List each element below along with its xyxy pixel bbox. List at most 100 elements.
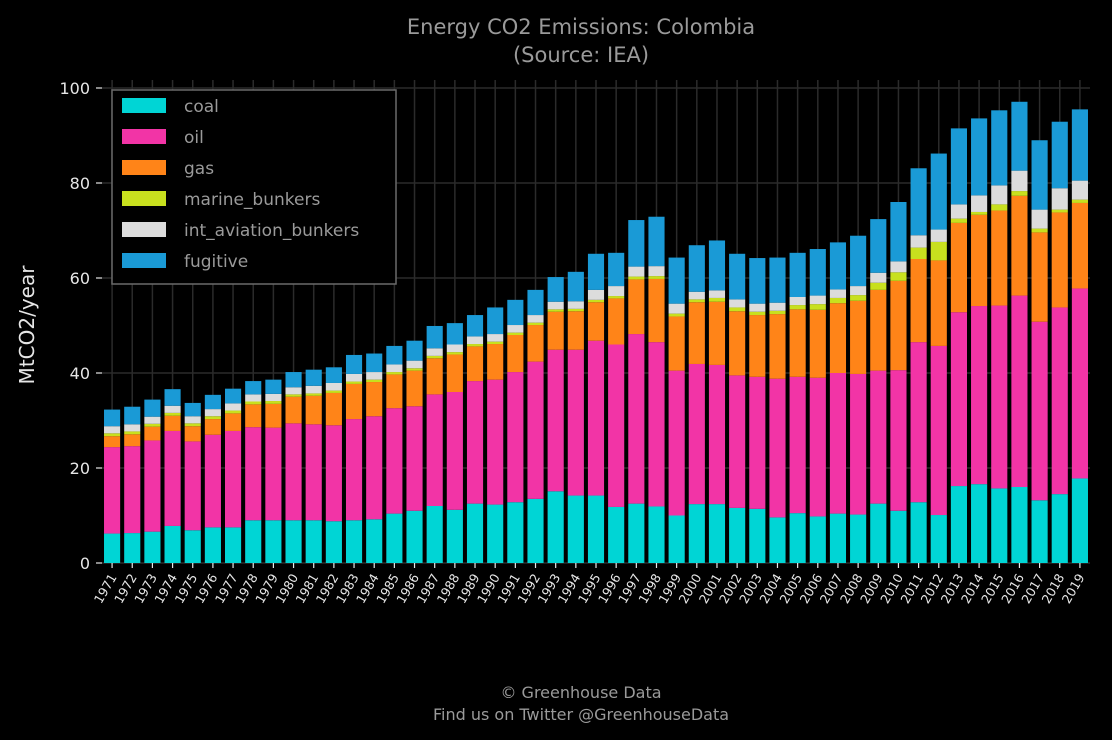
bar-segment-gas-2016: [1011, 195, 1028, 296]
bar-segment-marine_bunkers-1980: [285, 394, 302, 397]
bar-segment-gas-2009: [870, 289, 887, 371]
bar-segment-oil-2012: [930, 345, 947, 516]
bar-segment-marine_bunkers-2006: [809, 304, 826, 310]
legend-label-coal: coal: [184, 97, 219, 117]
bar-segment-oil-1974: [164, 430, 181, 526]
bar-segment-int_aviation_bunkers-1997: [628, 266, 645, 277]
bar-segment-marine_bunkers-1985: [386, 372, 403, 375]
legend-swatch-int_aviation_bunkers: [122, 222, 166, 237]
bar-segment-oil-1977: [224, 430, 242, 528]
bar-segment-coal-2010: [890, 510, 907, 563]
bar-segment-coal-1990: [487, 504, 504, 563]
bar-segment-int_aviation_bunkers-1972: [124, 424, 141, 432]
bar-segment-coal-1980: [285, 520, 302, 563]
bar-segment-gas-1975: [184, 426, 201, 442]
bar-segment-oil-2010: [890, 370, 907, 511]
bar-segment-fugitive-1983: [345, 354, 363, 374]
legend-swatch-fugitive: [122, 253, 166, 268]
bar-segment-marine_bunkers-1987: [426, 355, 443, 359]
bar-segment-gas-2010: [890, 280, 907, 371]
bar-segment-gas-1973: [144, 426, 161, 441]
bar-segment-coal-1987: [426, 506, 443, 563]
y-tick-label: 80: [70, 174, 90, 193]
bar-segment-gas-1976: [204, 419, 221, 435]
bar-segment-coal-1997: [628, 503, 645, 563]
bar-segment-gas-2013: [950, 222, 968, 313]
bar-segment-coal-2016: [1011, 487, 1028, 563]
bar-segment-fugitive-1972: [124, 406, 141, 425]
bar-segment-int_aviation_bunkers-1984: [366, 372, 383, 380]
bar-segment-marine_bunkers-2007: [829, 297, 847, 304]
bar-segment-coal-1976: [204, 527, 221, 563]
bar-segment-marine_bunkers-1995: [587, 299, 605, 303]
bar-segment-coal-1992: [527, 498, 544, 563]
bar-segment-gas-2018: [1051, 212, 1068, 308]
y-tick-label: 100: [59, 79, 90, 98]
bar-segment-int_aviation_bunkers-2017: [1031, 209, 1048, 229]
bar-segment-int_aviation_bunkers-1990: [487, 334, 504, 342]
bar-segment-fugitive-1986: [406, 340, 423, 361]
bar-segment-marine_bunkers-1979: [265, 401, 282, 404]
bar-segment-marine_bunkers-1991: [507, 332, 524, 335]
stacked-bars: [104, 101, 1088, 563]
bar-segment-oil-2015: [991, 305, 1008, 489]
bar-segment-marine_bunkers-1998: [648, 276, 665, 279]
bar-segment-fugitive-1999: [668, 257, 685, 304]
bar-segment-fugitive-1977: [224, 388, 242, 404]
bar-segment-oil-1998: [648, 342, 665, 507]
bar-segment-marine_bunkers-2016: [1011, 191, 1028, 196]
bar-segment-fugitive-1993: [547, 277, 564, 302]
bar-segment-marine_bunkers-2005: [789, 305, 806, 310]
bar-segment-int_aviation_bunkers-2003: [749, 303, 766, 312]
bar-segment-oil-1979: [265, 427, 282, 521]
bar-segment-int_aviation_bunkers-2010: [890, 261, 907, 273]
bar-segment-oil-1972: [124, 446, 141, 534]
bar-segment-marine_bunkers-2015: [991, 204, 1008, 211]
bar-segment-int_aviation_bunkers-1983: [345, 373, 363, 382]
bar-segment-int_aviation_bunkers-1975: [184, 416, 201, 424]
bar-segment-oil-2017: [1031, 321, 1048, 501]
bar-segment-int_aviation_bunkers-1978: [245, 394, 262, 402]
bar-segment-fugitive-1985: [386, 345, 403, 365]
legend-label-fugitive: fugitive: [184, 252, 248, 272]
bar-segment-coal-1978: [245, 520, 262, 563]
bar-segment-gas-2014: [971, 214, 988, 307]
bar-segment-int_aviation_bunkers-2012: [930, 229, 947, 242]
bar-segment-coal-2009: [870, 503, 887, 563]
bar-segment-int_aviation_bunkers-2009: [870, 272, 887, 283]
bar-segment-marine_bunkers-2014: [971, 211, 988, 215]
bar-segment-int_aviation_bunkers-1999: [668, 303, 685, 314]
bar-segment-marine_bunkers-1984: [366, 379, 383, 383]
bar-segment-oil-1980: [285, 423, 302, 521]
bar-segment-gas-1992: [527, 325, 544, 362]
bar-segment-marine_bunkers-1977: [224, 410, 242, 414]
bar-segment-gas-2002: [729, 311, 746, 376]
axes: 0204060801001971197219731974197519761977…: [59, 79, 1087, 606]
chart-title: Energy CO2 Emissions: Colombia: [407, 15, 755, 39]
bar-segment-fugitive-2016: [1011, 101, 1028, 171]
bar-segment-fugitive-1998: [648, 216, 665, 267]
bar-segment-oil-1988: [446, 392, 463, 510]
bar-segment-gas-1978: [245, 404, 262, 428]
bar-segment-marine_bunkers-1974: [164, 412, 181, 416]
bar-segment-coal-1991: [507, 502, 524, 563]
bar-segment-int_aviation_bunkers-1982: [325, 382, 342, 391]
bar-segment-gas-2008: [850, 300, 867, 374]
bar-segment-fugitive-1981: [305, 369, 322, 386]
bar-segment-gas-1974: [164, 415, 181, 431]
bar-segment-gas-1994: [567, 311, 584, 350]
bar-segment-marine_bunkers-1992: [527, 322, 544, 326]
bar-segment-coal-2004: [769, 517, 786, 563]
bar-segment-int_aviation_bunkers-2013: [950, 204, 968, 219]
bar-segment-oil-2008: [850, 373, 867, 515]
bar-segment-marine_bunkers-1983: [345, 381, 363, 384]
bar-segment-oil-2007: [829, 373, 847, 514]
bar-segment-oil-1995: [587, 340, 605, 496]
bar-segment-fugitive-2008: [850, 235, 867, 287]
bar-segment-oil-1984: [366, 416, 383, 520]
bar-segment-marine_bunkers-1976: [204, 416, 221, 420]
legend-label-marine_bunkers: marine_bunkers: [184, 190, 320, 210]
bar-segment-int_aviation_bunkers-2001: [708, 290, 726, 298]
bar-segment-gas-2004: [769, 314, 786, 379]
